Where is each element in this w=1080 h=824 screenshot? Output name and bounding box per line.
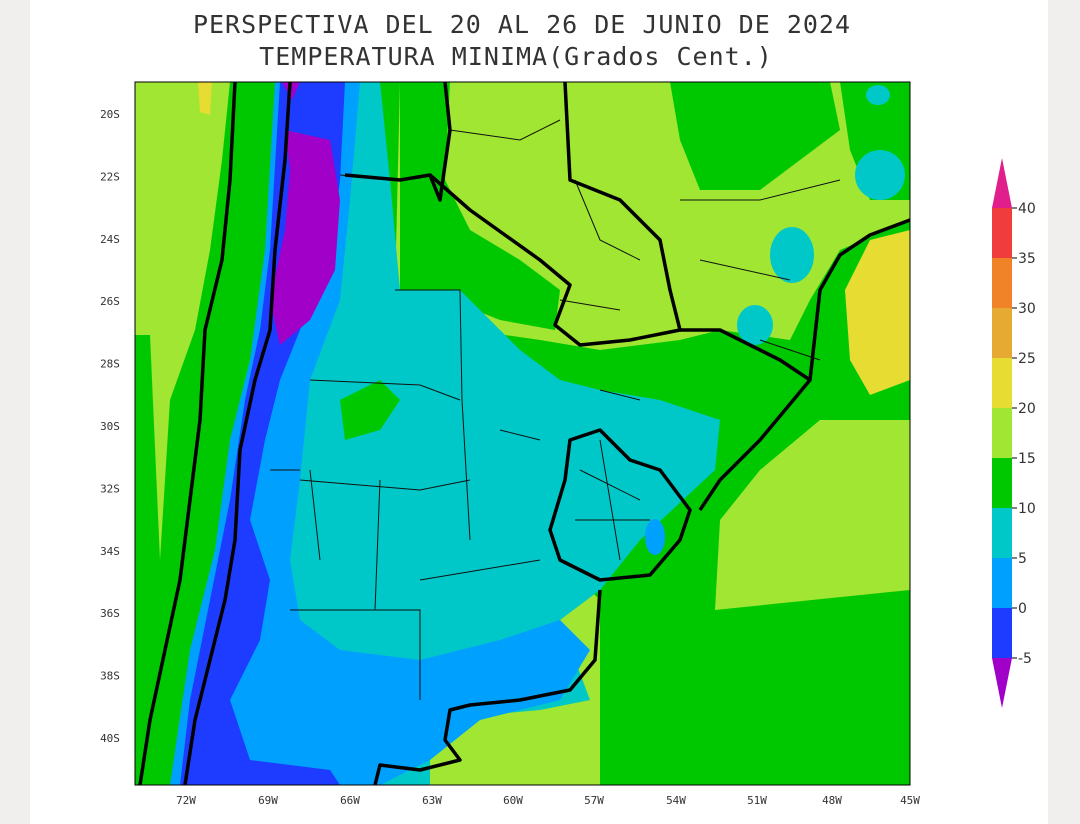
margin-right [1048,0,1080,824]
colorbar-label: 10 [1018,501,1036,517]
longitude-label: 57W [584,794,604,807]
map-frame [134,81,911,786]
colorbar-label: -5 [1018,651,1032,667]
colorbar-label: 35 [1018,251,1036,267]
longitude-label: 60W [503,794,523,807]
latitude-label: 22S [100,170,120,183]
latitude-labels: 20S 22S 24S 26S 28S 30S 32S 34S 36S 38S 40S [100,108,120,745]
longitude-labels: 72W 69W 66W 63W 60W 57W 54W 51W 48W 45W [176,794,920,807]
colorbar: 40 35 30 25 20 15 10 5 0 -5 [992,158,1036,708]
colorbar-band [992,558,1012,608]
longitude-label: 51W [747,794,767,807]
colorbar-bottom-arrow [992,658,1012,708]
colorbar-band [992,508,1012,558]
colorbar-band [992,308,1012,358]
latitude-label: 24S [100,233,120,246]
latitude-label: 38S [100,670,120,683]
title-line-2: TEMPERATURA MINIMA(Grados Cent.) [259,42,773,71]
colorbar-label: 20 [1018,401,1036,417]
colorbar-band [992,608,1012,658]
colorbar-label: 30 [1018,301,1036,317]
colorbar-top-arrow [992,158,1012,208]
latitude-label: 30S [100,420,120,433]
colorbar-label: 25 [1018,351,1036,367]
latitude-label: 34S [100,545,120,558]
latitude-label: 28S [100,358,120,371]
longitude-label: 54W [666,794,686,807]
colorbar-band [992,408,1012,458]
latitude-label: 20S [100,108,120,121]
colorbar-label: 40 [1018,201,1036,217]
colorbar-band [992,358,1012,408]
latitude-label: 36S [100,607,120,620]
longitude-label: 45W [900,794,920,807]
latitude-label: 26S [100,295,120,308]
latitude-label: 32S [100,482,120,495]
colorbar-label: 15 [1018,451,1036,467]
title-line-1: PERSPECTIVA DEL 20 AL 26 DE JUNIO DE 202… [193,10,851,39]
map [135,82,910,785]
colorbar-band [992,458,1012,508]
longitude-label: 63W [422,794,442,807]
latitude-label: 40S [100,732,120,745]
longitude-label: 69W [258,794,278,807]
colorbar-label: 0 [1018,601,1027,617]
colorbar-band [992,208,1012,258]
longitude-label: 48W [822,794,842,807]
longitude-label: 72W [176,794,196,807]
margin-left [0,0,30,824]
longitude-label: 66W [340,794,360,807]
colorbar-band [992,258,1012,308]
colorbar-label: 5 [1018,551,1027,567]
